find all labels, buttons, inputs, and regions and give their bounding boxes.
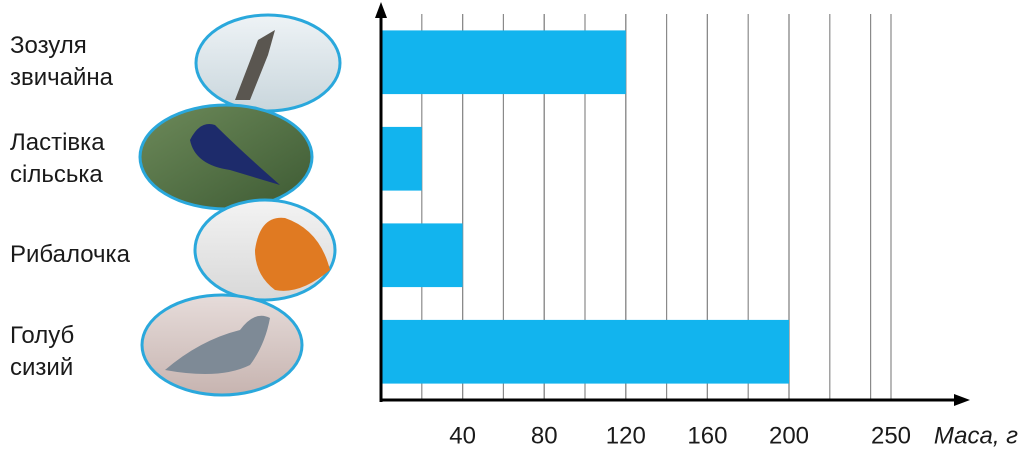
bar <box>381 319 789 384</box>
cuckoo-photo <box>194 13 342 113</box>
category-label: Ластівка сільська <box>10 128 105 188</box>
y-axis-arrow <box>375 2 387 18</box>
category-label: Голуб сизий <box>10 321 75 381</box>
x-tick-label: 120 <box>606 422 646 449</box>
swallow-shape <box>190 124 280 185</box>
x-tick-label: 250 <box>871 422 911 449</box>
x-axis-arrow <box>954 394 970 406</box>
bar <box>381 223 463 288</box>
category-label: Рибалочка <box>10 241 130 269</box>
kingfisher-shape <box>255 217 330 291</box>
pigeon-shape <box>165 315 270 374</box>
x-tick-label: 200 <box>769 422 809 449</box>
bar <box>381 126 422 191</box>
x-tick-label: 40 <box>449 422 476 449</box>
category-label: Зозуля звичайна <box>10 32 114 92</box>
x-axis-label: Маса, г <box>934 422 1018 449</box>
x-tick-label: 80 <box>531 422 558 449</box>
x-tick-label: 160 <box>687 422 727 449</box>
bar <box>381 30 626 95</box>
bird-photos <box>138 13 342 397</box>
cuckoo-shape <box>235 30 275 100</box>
